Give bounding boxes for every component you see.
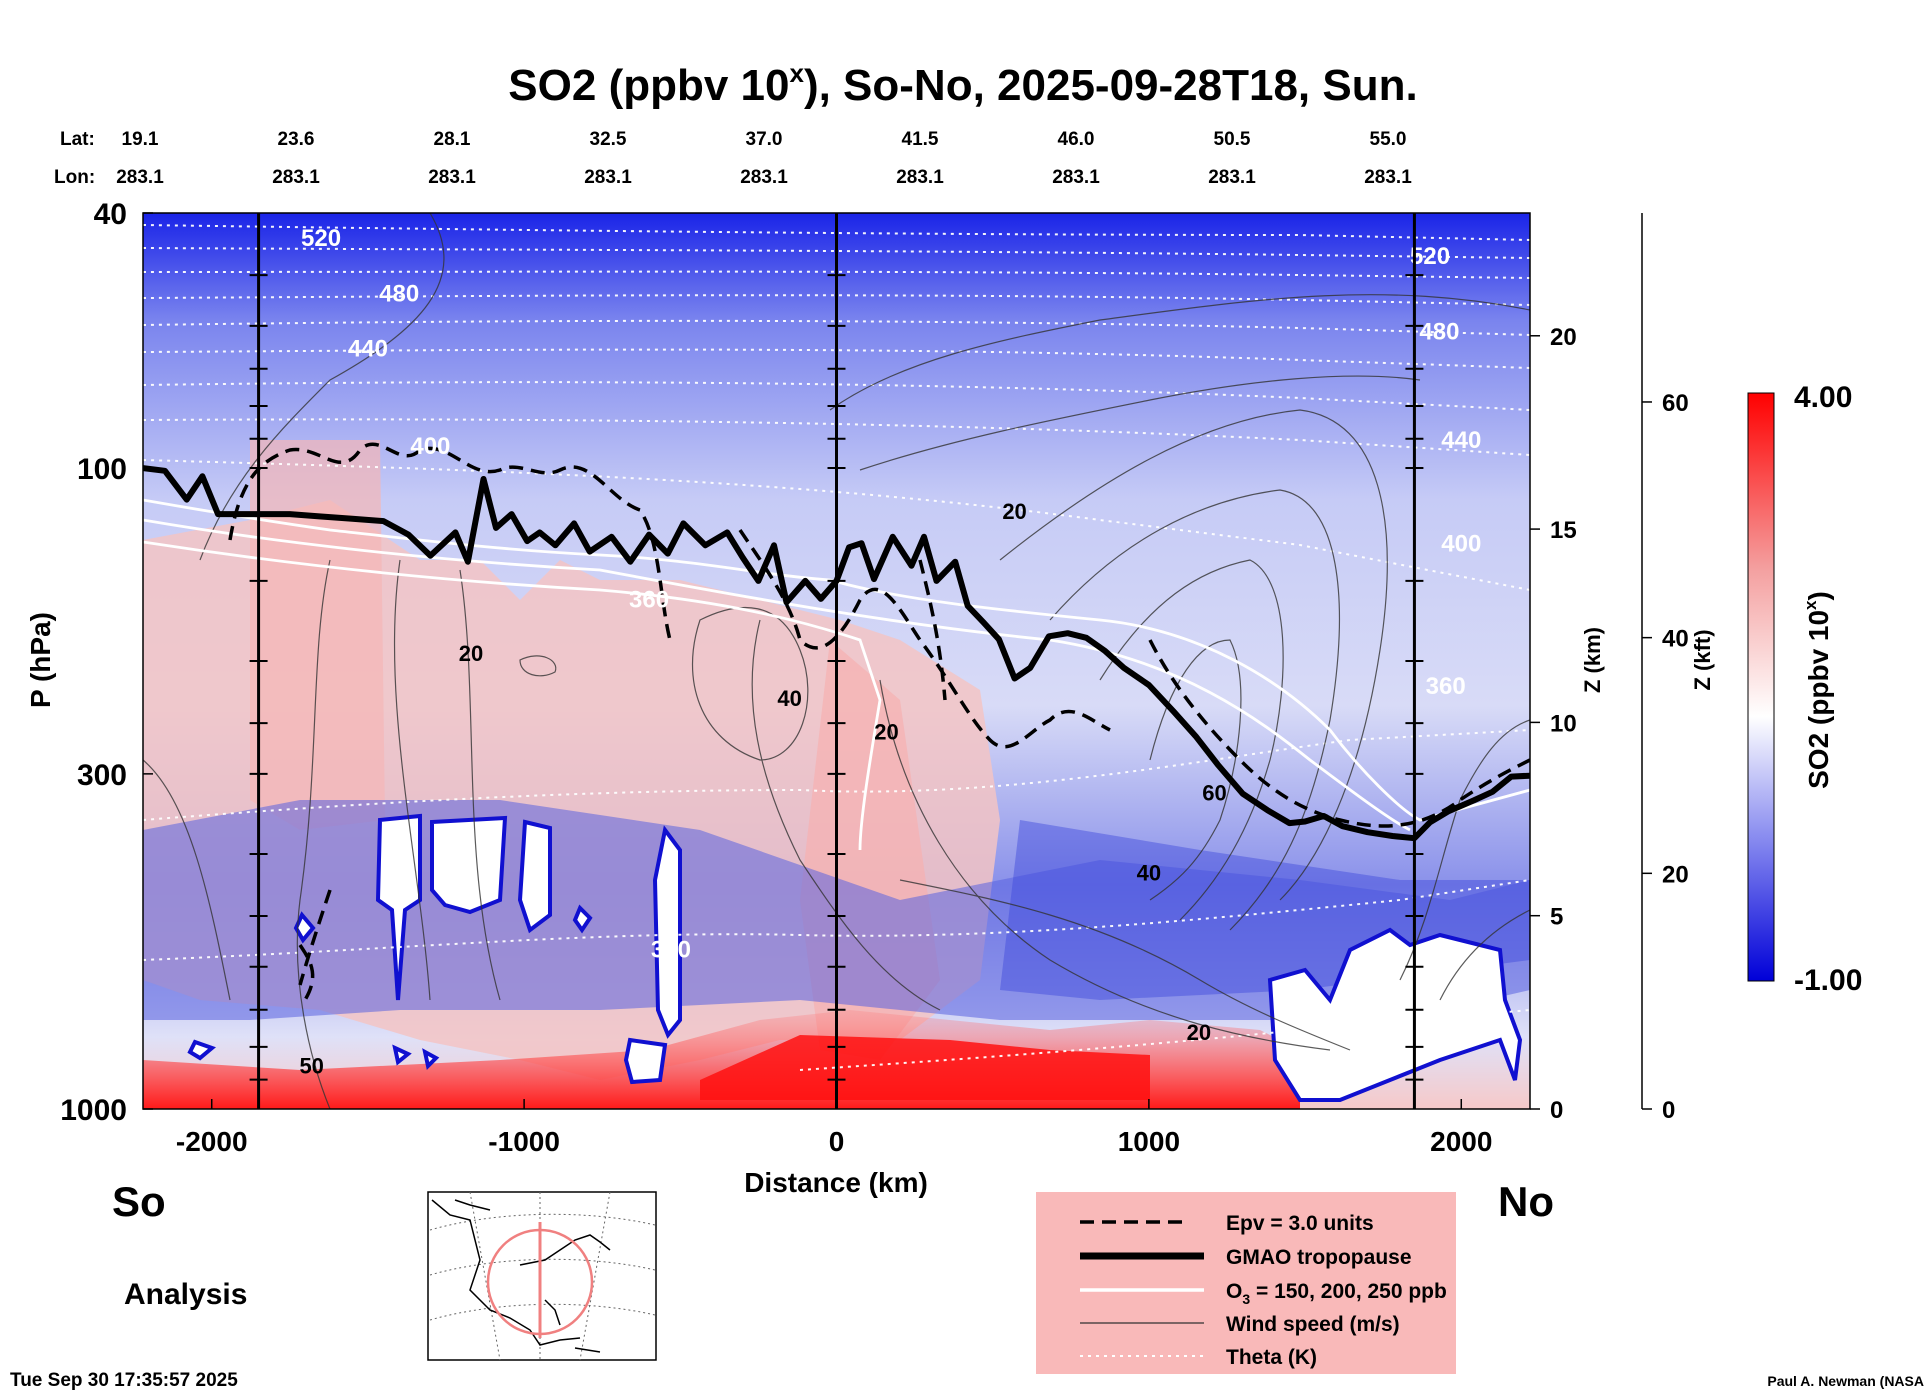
wind-contour-label: 20: [459, 641, 483, 666]
pressure-axis-tick-label: 40: [94, 198, 127, 231]
gmao-tropopause-line: [143, 465, 1530, 842]
z-km-axis-tick-label: 5: [1550, 904, 1563, 931]
footer-credit: Paul A. Newman (NASA: [1767, 1373, 1924, 1389]
theta-contour-label: 440: [1441, 427, 1481, 454]
theta-contour-label: 360: [629, 586, 669, 613]
theta-contour-label: 520: [1410, 243, 1450, 270]
lat-lon-ticks: 19.1 283.1 23.6 283.1 28.1 283.1 32.5 283.1 37.0…: [116, 129, 1412, 188]
z-kft-axis-label: Z (kft): [1690, 629, 1715, 690]
pressure-axis-tick-label: 100: [77, 453, 127, 486]
legend: Epv = 3.0 units GMAO tropopause O3 = 150…: [1036, 1192, 1456, 1374]
x-axis-tick-label: -1000: [488, 1126, 560, 1157]
so2-field-surface-red-core: [700, 1035, 1150, 1100]
colorbar: [1747, 392, 1775, 982]
lat-tick-label: 32.5: [590, 129, 627, 150]
theta-contour-label: 480: [1419, 318, 1459, 345]
footer-timestamp: Tue Sep 30 17:35:57 2025: [10, 1370, 238, 1391]
theta-contour-label: 360: [1426, 673, 1466, 700]
wind-labels: 20 40 20 20 60 40 20 50: [299, 499, 1226, 1079]
wind-contour-label: 40: [1137, 860, 1161, 885]
z-km-axis-tick-label: 15: [1550, 517, 1577, 544]
missing-data-regions: [187, 813, 1523, 1102]
z-km-axis: 0 5 10 15 20: [1530, 324, 1577, 1124]
reference-vertical-lines: [249, 213, 1424, 1109]
theta-contour-label: 400: [1441, 531, 1481, 558]
x-axis-label: Distance (km): [744, 1167, 928, 1198]
wind-speed-contours: [143, 213, 1530, 1109]
z-kft-axis: 0 20 40 60: [1641, 213, 1689, 1124]
wind-contour-label: 20: [874, 719, 898, 744]
theta-contours: [143, 224, 1530, 1071]
colorbar-min-label: -1.00: [1794, 964, 1862, 997]
z-km-axis-tick-label: 10: [1550, 710, 1577, 737]
lon-tick-label: 283.1: [428, 167, 476, 188]
lon-tick-label: 283.1: [896, 167, 944, 188]
wind-contour-label: 40: [777, 686, 801, 711]
colorbar-max-label: 4.00: [1794, 381, 1852, 414]
lat-tick-label: 28.1: [434, 129, 471, 150]
lon-tick-label: 283.1: [116, 167, 164, 188]
legend-tropopause-label: GMAO tropopause: [1226, 1246, 1412, 1269]
wind-contour-label: 60: [1202, 780, 1226, 805]
pressure-axis: 40 100 300 1000: [60, 198, 153, 1127]
so2-field-south-pink-column: [250, 440, 385, 830]
pressure-axis-tick-label: 1000: [60, 1094, 127, 1127]
lat-tick-label: 23.6: [278, 129, 315, 150]
y-axis-label: P (hPa): [25, 612, 56, 708]
legend-theta-label: Theta (K): [1226, 1346, 1317, 1369]
chart-title: SO2 (ppbv 10x), So-No, 2025-09-28T18, Su…: [508, 58, 1417, 110]
legend-wind-label: Wind speed (m/s): [1226, 1313, 1400, 1336]
theta-contour-label: 480: [379, 281, 419, 308]
pressure-axis-tick-label: 300: [77, 759, 127, 792]
legend-epv-label: Epv = 3.0 units: [1226, 1212, 1374, 1235]
x-axis-tick-label: -2000: [176, 1126, 248, 1157]
analysis-label: Analysis: [124, 1278, 247, 1311]
lon-row-label: Lon:: [54, 167, 95, 188]
inset-coastline: [431, 1199, 611, 1353]
z-km-axis-tick-label: 20: [1550, 324, 1577, 351]
x-axis-tick-label: 2000: [1430, 1126, 1492, 1157]
theta-contour-label: 340: [651, 936, 691, 963]
lon-tick-label: 283.1: [1208, 167, 1256, 188]
lat-tick-label: 19.1: [122, 129, 159, 150]
theta-contour-label: 440: [348, 336, 388, 363]
lat-tick-label: 37.0: [746, 129, 783, 150]
lon-tick-label: 283.1: [584, 167, 632, 188]
x-axis-tick-label: 0: [829, 1126, 845, 1157]
wind-contour-label: 20: [1187, 1020, 1211, 1045]
colorbar-label: SO2 (ppbv 10x): [1801, 591, 1834, 789]
lat-tick-label: 41.5: [902, 129, 939, 150]
lon-tick-label: 283.1: [1364, 167, 1412, 188]
inset-map: [427, 1191, 657, 1361]
lat-tick-label: 46.0: [1058, 129, 1095, 150]
z-kft-axis-tick-label: 60: [1662, 390, 1689, 417]
north-label: No: [1498, 1178, 1554, 1225]
z-km-axis-tick-label: 0: [1550, 1097, 1563, 1124]
theta-contour-label: 400: [410, 433, 450, 460]
lon-tick-label: 283.1: [272, 167, 320, 188]
theta-labels: 520 480 440 400 360 520 480 440 400 360 340: [301, 225, 1481, 964]
wind-contour-label: 20: [1002, 499, 1026, 524]
z-kft-axis-tick-label: 40: [1662, 626, 1689, 653]
z-kft-axis-tick-label: 0: [1662, 1097, 1675, 1124]
lat-tick-label: 50.5: [1214, 129, 1251, 150]
lon-tick-label: 283.1: [1052, 167, 1100, 188]
epv-contours: [228, 442, 1530, 1001]
lat-row-label: Lat:: [60, 129, 95, 150]
theta-contour-label: 520: [301, 225, 341, 252]
lat-tick-label: 55.0: [1370, 129, 1407, 150]
x-axis: -2000 -1000 0 1000 2000: [176, 1099, 1492, 1157]
wind-contour-label: 50: [299, 1053, 323, 1078]
x-axis-tick-label: 1000: [1118, 1126, 1180, 1157]
z-kft-axis-tick-label: 20: [1662, 861, 1689, 888]
lon-tick-label: 283.1: [740, 167, 788, 188]
south-label: So: [112, 1178, 166, 1225]
legend-o3-label: O3 = 150, 200, 250 ppb: [1226, 1280, 1447, 1307]
z-km-axis-label: Z (km): [1580, 627, 1605, 693]
